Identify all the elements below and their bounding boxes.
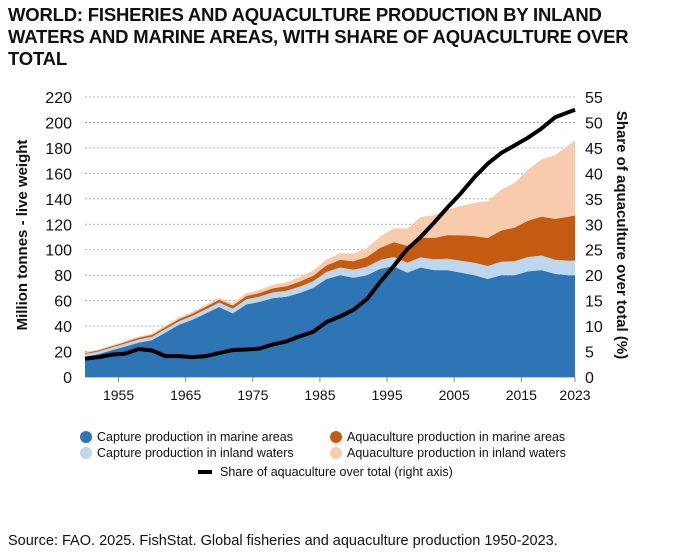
legend-item-aquaculture-inland: Aquaculture production in inland waters: [330, 446, 566, 460]
y2-tick-label: 40: [585, 166, 603, 183]
legend-line-share: [198, 470, 212, 474]
legend-label: Aquaculture production in marine areas: [347, 430, 566, 444]
y-tick-label: 160: [45, 166, 72, 183]
chart-title: WORLD: FISHERIES AND AQUACULTURE PRODUCT…: [8, 4, 629, 69]
x-tick-label: 2005: [439, 387, 470, 403]
x-tick-label: 1985: [304, 387, 335, 403]
y-tick-label: 200: [45, 115, 72, 132]
y-tick-label: 120: [45, 217, 72, 234]
x-axis-ticks: 1955 1965 1975 1985 1995 2005 2015 2023: [103, 377, 591, 403]
y2-tick-label: 15: [585, 294, 603, 311]
legend-item-share-line: Share of aquaculture over total (right a…: [198, 465, 453, 479]
x-tick-label: 1975: [237, 387, 268, 403]
right-axis-label: Share of aquaculture over total (%): [613, 111, 630, 359]
y-tick-label: 220: [45, 90, 72, 107]
y-tick-label: 140: [45, 192, 72, 209]
y-tick-label: 60: [54, 294, 72, 311]
x-tick-label: 1965: [170, 387, 201, 403]
area-series: [85, 140, 575, 377]
y2-tick-label: 10: [585, 319, 603, 336]
left-axis-ticks: 0 20 40 60 80 100 120 140 160 180 200 220: [45, 90, 72, 387]
legend-item-capture-marine: Capture production in marine areas: [80, 430, 293, 444]
y-tick-label: 0: [63, 370, 72, 387]
legend-item-capture-inland: Capture production in inland waters: [80, 446, 294, 460]
legend-label: Share of aquaculture over total (right a…: [220, 465, 453, 479]
y2-tick-label: 55: [585, 90, 603, 107]
legend-label: Capture production in marine areas: [97, 430, 293, 444]
legend-dot-capture-marine: [80, 431, 92, 443]
source-note: Source: FAO. 2025. FishStat. Global fish…: [8, 533, 558, 549]
legend-label: Capture production in inland waters: [97, 446, 294, 460]
area-aquaculture-production-in-marine-areas: [85, 215, 575, 355]
y-tick-label: 80: [54, 268, 72, 285]
legend-dot-capture-inland: [80, 447, 92, 459]
y-tick-label: 180: [45, 141, 72, 158]
y2-tick-label: 45: [585, 141, 603, 158]
legend-dot-aquaculture-inland: [330, 447, 342, 459]
x-tick-label: 2023: [559, 387, 590, 403]
y-tick-label: 20: [54, 345, 72, 362]
y-tick-label: 100: [45, 243, 72, 260]
y2-tick-label: 30: [585, 217, 603, 234]
legend-item-aquaculture-marine: Aquaculture production in marine areas: [330, 430, 565, 444]
y2-tick-label: 5: [585, 345, 594, 362]
share-line: [84, 107, 576, 361]
legend-label: Aquaculture production in inland waters: [347, 446, 566, 460]
y2-tick-label: 35: [585, 192, 603, 209]
legend-dot-aquaculture-marine: [330, 431, 342, 443]
area-capture-production-in-inland-waters: [85, 255, 575, 357]
x-tick-label: 2015: [506, 387, 537, 403]
x-tick-label: 1995: [371, 387, 402, 403]
left-axis-label: Million tonnes - live weight: [14, 140, 31, 331]
y2-tick-label: 25: [585, 243, 603, 260]
y-tick-label: 40: [54, 319, 72, 336]
x-tick-label: 1955: [103, 387, 134, 403]
y2-tick-label: 50: [585, 115, 603, 132]
y2-tick-label: 20: [585, 268, 603, 285]
share-line-group: [84, 107, 576, 361]
right-axis-ticks: 0 5 10 15 20 25 30 35 40 45 50 55: [585, 90, 603, 387]
y2-tick-label: 0: [585, 370, 594, 387]
